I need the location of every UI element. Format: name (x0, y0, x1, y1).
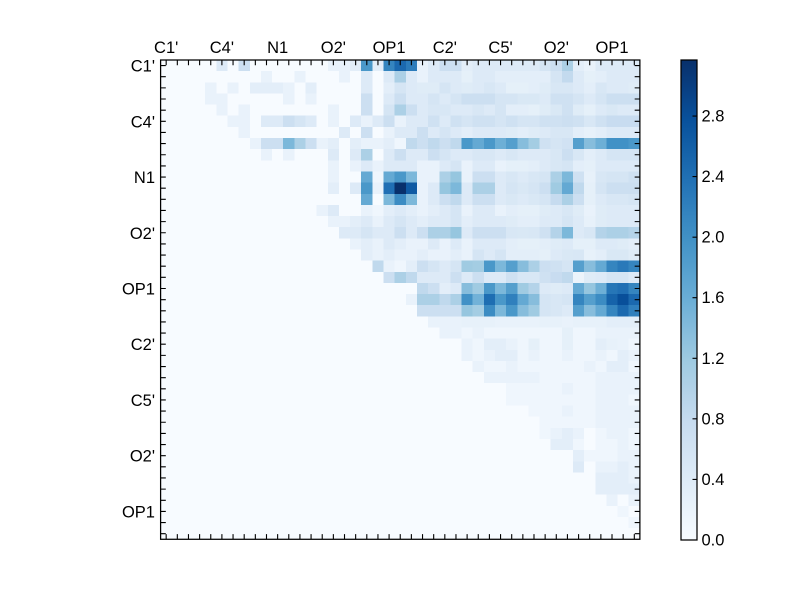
svg-text:0.0: 0.0 (702, 532, 725, 550)
svg-text:OP1: OP1 (122, 280, 155, 298)
svg-text:C5': C5' (131, 392, 155, 410)
svg-text:O2': O2' (130, 448, 155, 466)
svg-text:N1: N1 (134, 169, 155, 187)
svg-text:0.8: 0.8 (702, 410, 725, 428)
svg-text:C1': C1' (154, 39, 178, 57)
svg-text:C2': C2' (131, 336, 155, 354)
svg-text:1.6: 1.6 (702, 289, 725, 307)
svg-text:O2': O2' (130, 225, 155, 243)
svg-text:N1: N1 (267, 39, 288, 57)
svg-text:2.0: 2.0 (702, 229, 725, 247)
svg-text:C4': C4' (131, 113, 155, 131)
svg-text:C5': C5' (488, 39, 512, 57)
svg-text:2.8: 2.8 (702, 108, 725, 126)
svg-text:OP1: OP1 (122, 503, 155, 521)
svg-text:OP1: OP1 (595, 39, 628, 57)
svg-text:C2': C2' (433, 39, 457, 57)
svg-text:0.4: 0.4 (702, 471, 725, 489)
svg-text:1.2: 1.2 (702, 350, 725, 368)
svg-text:OP1: OP1 (373, 39, 406, 57)
svg-text:C1': C1' (131, 58, 155, 76)
svg-text:O2': O2' (321, 39, 346, 57)
svg-text:C4': C4' (210, 39, 234, 57)
svg-text:O2': O2' (544, 39, 569, 57)
svg-text:2.4: 2.4 (702, 168, 725, 186)
